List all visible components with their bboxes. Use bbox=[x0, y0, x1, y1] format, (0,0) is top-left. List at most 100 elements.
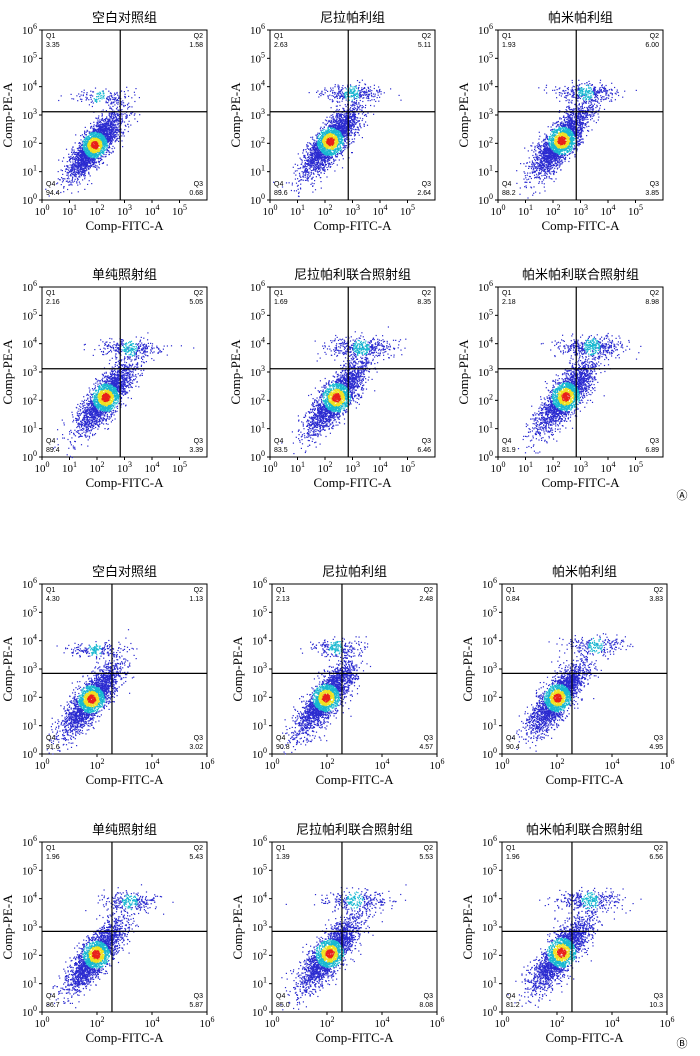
quadrant-q2-name: Q2 bbox=[194, 587, 203, 594]
y-tick-label: 101 bbox=[22, 421, 37, 436]
y-tick-label: 104 bbox=[22, 336, 37, 351]
quadrant-q4-value: 81.2 bbox=[506, 1002, 520, 1009]
quadrant-q3-name: Q3 bbox=[194, 438, 203, 445]
x-axis-label: Comp-FITC-A bbox=[86, 475, 165, 490]
y-tick-label: 103 bbox=[478, 107, 493, 122]
x-tick-label: 102 bbox=[546, 203, 561, 218]
y-axis-label: Comp-PE-A bbox=[460, 636, 475, 702]
event-dots bbox=[282, 636, 371, 754]
y-tick-label: 101 bbox=[478, 164, 493, 179]
x-axis-label: Comp-FITC-A bbox=[314, 218, 393, 233]
y-tick-label: 105 bbox=[250, 50, 265, 65]
y-tick-label: 103 bbox=[482, 661, 497, 676]
y-tick-label: 100 bbox=[482, 1004, 497, 1019]
x-tick-label: 102 bbox=[90, 1015, 105, 1030]
x-tick-label: 104 bbox=[605, 1015, 620, 1030]
panel-label-b: Ⓑ bbox=[677, 1037, 688, 1050]
y-tick-label: 106 bbox=[22, 834, 37, 849]
quadrant-q4-name: Q4 bbox=[274, 438, 283, 445]
quadrant-q3-value: 6.46 bbox=[417, 447, 431, 454]
y-tick-label: 105 bbox=[252, 604, 267, 619]
y-tick-label: 102 bbox=[478, 135, 493, 150]
x-tick-label: 105 bbox=[400, 460, 415, 475]
quadrant-q2-name: Q2 bbox=[422, 33, 431, 40]
y-tick-label: 102 bbox=[22, 135, 37, 150]
quadrant-q2-name: Q2 bbox=[194, 290, 203, 297]
y-tick-label: 106 bbox=[250, 279, 265, 294]
quadrant-q1-value: 4.30 bbox=[46, 596, 60, 603]
x-tick-label: 100 bbox=[265, 757, 280, 772]
x-axis-label: Comp-FITC-A bbox=[546, 772, 625, 787]
quadrant-q2-name: Q2 bbox=[654, 845, 663, 852]
event-dots bbox=[281, 326, 406, 454]
x-tick-label: 104 bbox=[601, 460, 616, 475]
quadrant-q1-value: 2.63 bbox=[274, 42, 288, 49]
x-tick-label: 100 bbox=[35, 757, 50, 772]
y-tick-label: 103 bbox=[252, 661, 267, 676]
x-tick-label: 102 bbox=[550, 1015, 565, 1030]
x-tick-label: 104 bbox=[601, 203, 616, 218]
x-tick-label: 100 bbox=[265, 1015, 280, 1030]
x-axis-label: Comp-FITC-A bbox=[546, 1030, 625, 1045]
y-tick-label: 100 bbox=[250, 449, 265, 464]
x-tick-label: 105 bbox=[628, 460, 643, 475]
y-tick-label: 102 bbox=[250, 392, 265, 407]
y-axis-label: Comp-PE-A bbox=[0, 894, 15, 960]
x-tick-label: 105 bbox=[400, 203, 415, 218]
quadrant-q3-value: 3.39 bbox=[189, 447, 203, 454]
y-tick-label: 102 bbox=[252, 689, 267, 704]
quadrant-q3-name: Q3 bbox=[650, 438, 659, 445]
y-tick-label: 100 bbox=[482, 746, 497, 761]
y-tick-label: 100 bbox=[252, 1004, 267, 1019]
y-tick-label: 101 bbox=[22, 718, 37, 733]
x-tick-label: 105 bbox=[172, 203, 187, 218]
quadrant-q1-value: 1.96 bbox=[46, 854, 60, 861]
x-tick-label: 102 bbox=[318, 203, 333, 218]
quadrant-q2-value: 2.48 bbox=[419, 596, 433, 603]
quadrant-q3-name: Q3 bbox=[422, 438, 431, 445]
y-tick-label: 102 bbox=[252, 947, 267, 962]
quadrant-q2-name: Q2 bbox=[650, 33, 659, 40]
x-tick-label: 102 bbox=[320, 1015, 335, 1030]
quadrant-q2-name: Q2 bbox=[424, 587, 433, 594]
quadrant-q1-name: Q1 bbox=[46, 587, 55, 594]
y-tick-label: 102 bbox=[22, 689, 37, 704]
quadrant-q4-name: Q4 bbox=[46, 993, 55, 1000]
y-tick-label: 105 bbox=[250, 307, 265, 322]
quadrant-q4-name: Q4 bbox=[46, 438, 55, 445]
quadrant-q2-value: 1.13 bbox=[189, 596, 203, 603]
x-tick-label: 103 bbox=[345, 203, 360, 218]
x-tick-label: 103 bbox=[117, 460, 132, 475]
quadrant-q3-name: Q3 bbox=[194, 735, 203, 742]
quadrant-q1-value: 1.96 bbox=[506, 854, 520, 861]
quadrant-q2-value: 1.58 bbox=[189, 42, 203, 49]
x-axis-label: Comp-FITC-A bbox=[86, 1030, 165, 1045]
plot-frame bbox=[42, 30, 207, 200]
chart-title: 帕米帕利组 bbox=[548, 11, 613, 26]
x-tick-label: 102 bbox=[318, 460, 333, 475]
quadrant-q1-name: Q1 bbox=[274, 290, 283, 297]
x-tick-label: 104 bbox=[145, 460, 160, 475]
y-tick-label: 102 bbox=[482, 689, 497, 704]
quadrant-q3-value: 3.02 bbox=[189, 744, 203, 751]
quadrant-q3-value: 5.87 bbox=[189, 1002, 203, 1009]
quadrant-q2-name: Q2 bbox=[194, 33, 203, 40]
quadrant-q4-name: Q4 bbox=[502, 438, 511, 445]
y-tick-label: 104 bbox=[22, 891, 37, 906]
y-tick-label: 102 bbox=[250, 135, 265, 150]
x-tick-label: 101 bbox=[62, 460, 77, 475]
event-dots bbox=[508, 887, 642, 1008]
y-tick-label: 103 bbox=[22, 364, 37, 379]
y-tick-label: 103 bbox=[250, 107, 265, 122]
quadrant-q1-name: Q1 bbox=[506, 587, 515, 594]
y-tick-label: 103 bbox=[482, 919, 497, 934]
chart-title: 单纯照射组 bbox=[92, 822, 157, 838]
quadrant-q2-name: Q2 bbox=[194, 845, 203, 852]
quadrant-q3-value: 10.3 bbox=[649, 1002, 663, 1009]
y-tick-label: 100 bbox=[22, 449, 37, 464]
quadrant-q3-name: Q3 bbox=[424, 735, 433, 742]
